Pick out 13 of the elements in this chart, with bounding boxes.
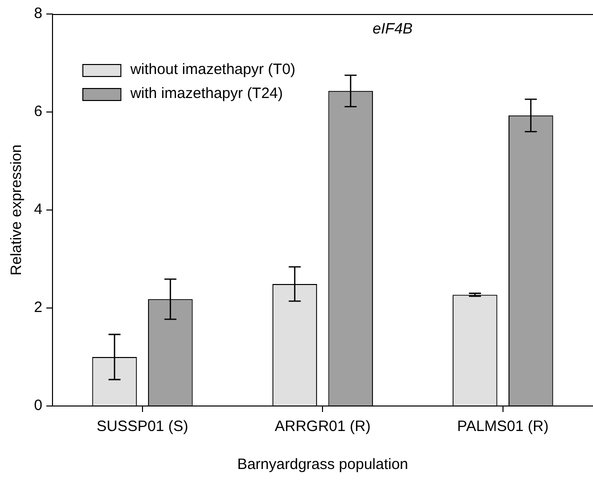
y-tick-label: 8 [34,5,42,22]
y-tick-label: 2 [34,299,42,316]
x-tick-label: PALMS01 (R) [457,418,549,436]
x-tick-label: SUSSP01 (S) [96,418,188,436]
y-tick-label: 0 [34,397,42,414]
x-axis-title: Barnyardgrass population [237,456,408,474]
y-tick-label: 4 [34,201,42,218]
legend-label: with imazethapyr (T24) [129,85,283,102]
y-tick-label: 6 [34,103,42,120]
x-tick-label: ARRGR01 (R) [274,418,371,436]
legend-label: without imazethapyr (T0) [129,61,296,78]
y-axis-title: Relative expression [8,144,26,276]
text: eIF4B [372,20,413,38]
